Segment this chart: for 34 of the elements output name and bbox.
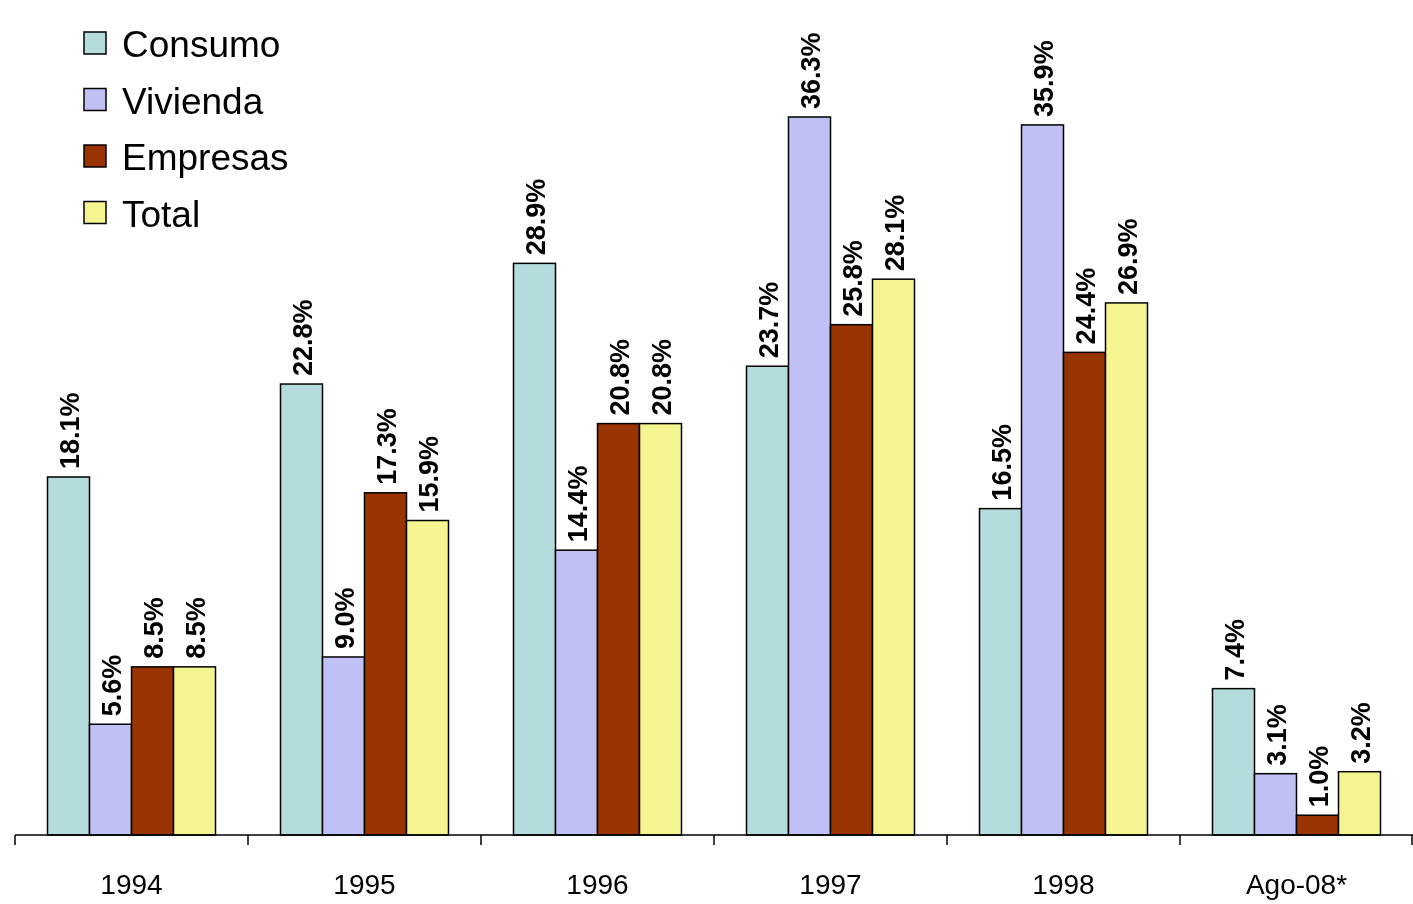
data-label: 15.9% <box>413 435 444 513</box>
data-label: 9.0% <box>329 587 360 649</box>
data-label: 26.9% <box>1112 218 1143 295</box>
x-tick-label: 1998 <box>1032 869 1095 900</box>
legend-label: Consumo <box>122 24 281 65</box>
data-label: 20.8% <box>604 339 635 416</box>
data-label: 25.8% <box>837 240 868 317</box>
data-label: 20.8% <box>646 339 677 416</box>
x-tick-label: 1994 <box>100 869 163 900</box>
legend-label: Total <box>122 193 201 235</box>
x-tick-label: Ago-08* <box>1245 869 1348 900</box>
data-label: 1.0% <box>1303 745 1334 808</box>
legend-label: Empresas <box>122 137 289 178</box>
data-label: 17.3% <box>371 408 402 485</box>
data-label: 8.5% <box>180 597 211 659</box>
data-label: 18.1% <box>54 392 85 469</box>
data-label: 3.1% <box>1261 704 1292 766</box>
data-label: 28.9% <box>520 178 551 256</box>
x-tick-label: 1997 <box>799 869 862 900</box>
data-label: 3.2% <box>1345 702 1376 764</box>
data-label: 28.1% <box>879 194 910 272</box>
data-label: 24.4% <box>1070 267 1101 345</box>
data-label: 16.5% <box>986 424 1017 501</box>
legend-label: Vivienda <box>122 80 264 122</box>
data-label: 36.3% <box>795 32 826 109</box>
data-label: 14.4% <box>562 465 593 543</box>
data-label: 23.7% <box>753 281 784 359</box>
x-tick-label: 1995 <box>333 869 396 900</box>
x-tick-label: 1996 <box>566 869 629 900</box>
data-label: 8.5% <box>138 597 169 659</box>
data-label: 5.6% <box>96 654 127 717</box>
data-label: 22.8% <box>287 299 318 377</box>
data-label: 7.4% <box>1219 619 1250 681</box>
data-label: 35.9% <box>1028 40 1059 117</box>
